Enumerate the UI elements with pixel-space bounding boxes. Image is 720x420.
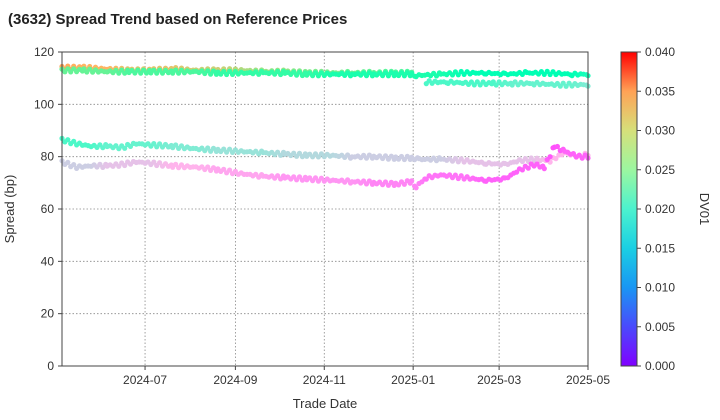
y-tick-label: 60 [41,202,55,216]
colorbar-tick-label: 0.005 [645,320,675,334]
data-points [59,63,591,191]
data-point [122,162,128,169]
data-point [65,159,71,165]
data-point [401,181,407,187]
y-axis-ticks: 0 20 40 60 80 100 120 [34,45,62,373]
x-axis-ticks: 2024-07 2024-09 2024-11 2025-01 2025-03 2025-… [123,366,610,387]
x-axis-label: Trade Date [293,396,358,411]
colorbar-tick-label: 0.015 [645,241,675,255]
data-point [409,178,415,184]
y-tick-label: 80 [41,150,55,164]
colorbar-tick-label: 0.020 [645,202,675,216]
series-group [59,143,591,191]
data-point [553,156,559,162]
chart-title: (3632) Spread Trend based on Reference P… [8,11,347,28]
data-point [71,162,77,168]
data-point [554,143,561,150]
data-point [71,138,77,144]
colorbar-tick-label: 0.025 [645,163,675,177]
y-tick-label: 120 [34,45,54,59]
x-tick-label: 2025-01 [391,373,435,387]
data-point [519,167,526,173]
y-tick-label: 100 [34,97,54,111]
x-tick-label: 2024-09 [213,373,257,387]
colorbar-label: DV01 [697,193,712,226]
x-tick-label: 2024-07 [123,373,167,387]
data-point [541,166,547,172]
colorbar-tick-label: 0.035 [645,84,675,98]
colorbar-tick-label: 0.010 [645,281,675,295]
y-tick-label: 40 [41,254,55,268]
x-tick-label: 2024-11 [303,373,346,387]
x-tick-label: 2025-03 [477,373,521,387]
colorbar-ticks: 0.000 0.005 0.010 0.015 0.020 0.025 0.030 0.035… [637,45,675,373]
series-group [59,66,591,80]
data-point [423,176,429,182]
data-point [525,165,531,171]
colorbar-tick-label: 0.030 [645,124,675,138]
y-axis-label: Spread (bp) [2,175,17,244]
colorbar-tick-label: 0.000 [645,359,675,373]
data-point [65,137,71,143]
data-point [547,154,553,160]
y-tick-label: 20 [41,307,55,321]
data-point [452,172,458,178]
data-point [151,159,157,165]
data-point [173,142,179,148]
data-point [205,164,211,170]
y-tick-label: 0 [47,359,54,373]
x-tick-label: 2025-05 [566,373,610,387]
colorbar: 0.000 0.005 0.010 0.015 0.020 0.025 0.030 0.035… [620,45,712,373]
colorbar-tick-label: 0.040 [645,45,675,59]
data-point [157,160,163,166]
colorbar-gradient [620,51,638,367]
data-point [366,178,372,184]
data-point [122,145,128,151]
data-point [413,185,419,191]
data-point [227,167,233,173]
series-group [423,78,591,89]
data-point [221,166,227,172]
